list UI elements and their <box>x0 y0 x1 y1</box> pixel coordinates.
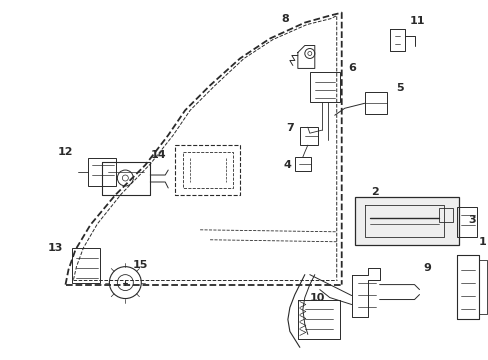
Text: 14: 14 <box>150 150 166 160</box>
Text: 15: 15 <box>132 260 148 270</box>
Bar <box>88 158 116 186</box>
Text: 11: 11 <box>409 15 425 26</box>
Bar <box>364 92 386 114</box>
Bar <box>439 208 452 222</box>
Text: 3: 3 <box>468 215 475 225</box>
Text: 10: 10 <box>309 293 325 302</box>
Bar <box>299 127 317 145</box>
Bar <box>72 248 100 283</box>
Text: 13: 13 <box>48 243 63 253</box>
Bar <box>294 157 310 171</box>
Text: 8: 8 <box>281 14 288 24</box>
Text: 12: 12 <box>58 147 73 157</box>
Text: 5: 5 <box>395 84 403 93</box>
Bar <box>354 197 458 245</box>
Text: 1: 1 <box>477 237 485 247</box>
Bar <box>456 207 476 237</box>
Text: 9: 9 <box>423 263 430 273</box>
Text: 7: 7 <box>285 123 293 133</box>
Bar <box>309 72 339 102</box>
Text: 4: 4 <box>284 160 291 170</box>
Text: 6: 6 <box>347 63 355 73</box>
Text: 2: 2 <box>370 187 378 197</box>
